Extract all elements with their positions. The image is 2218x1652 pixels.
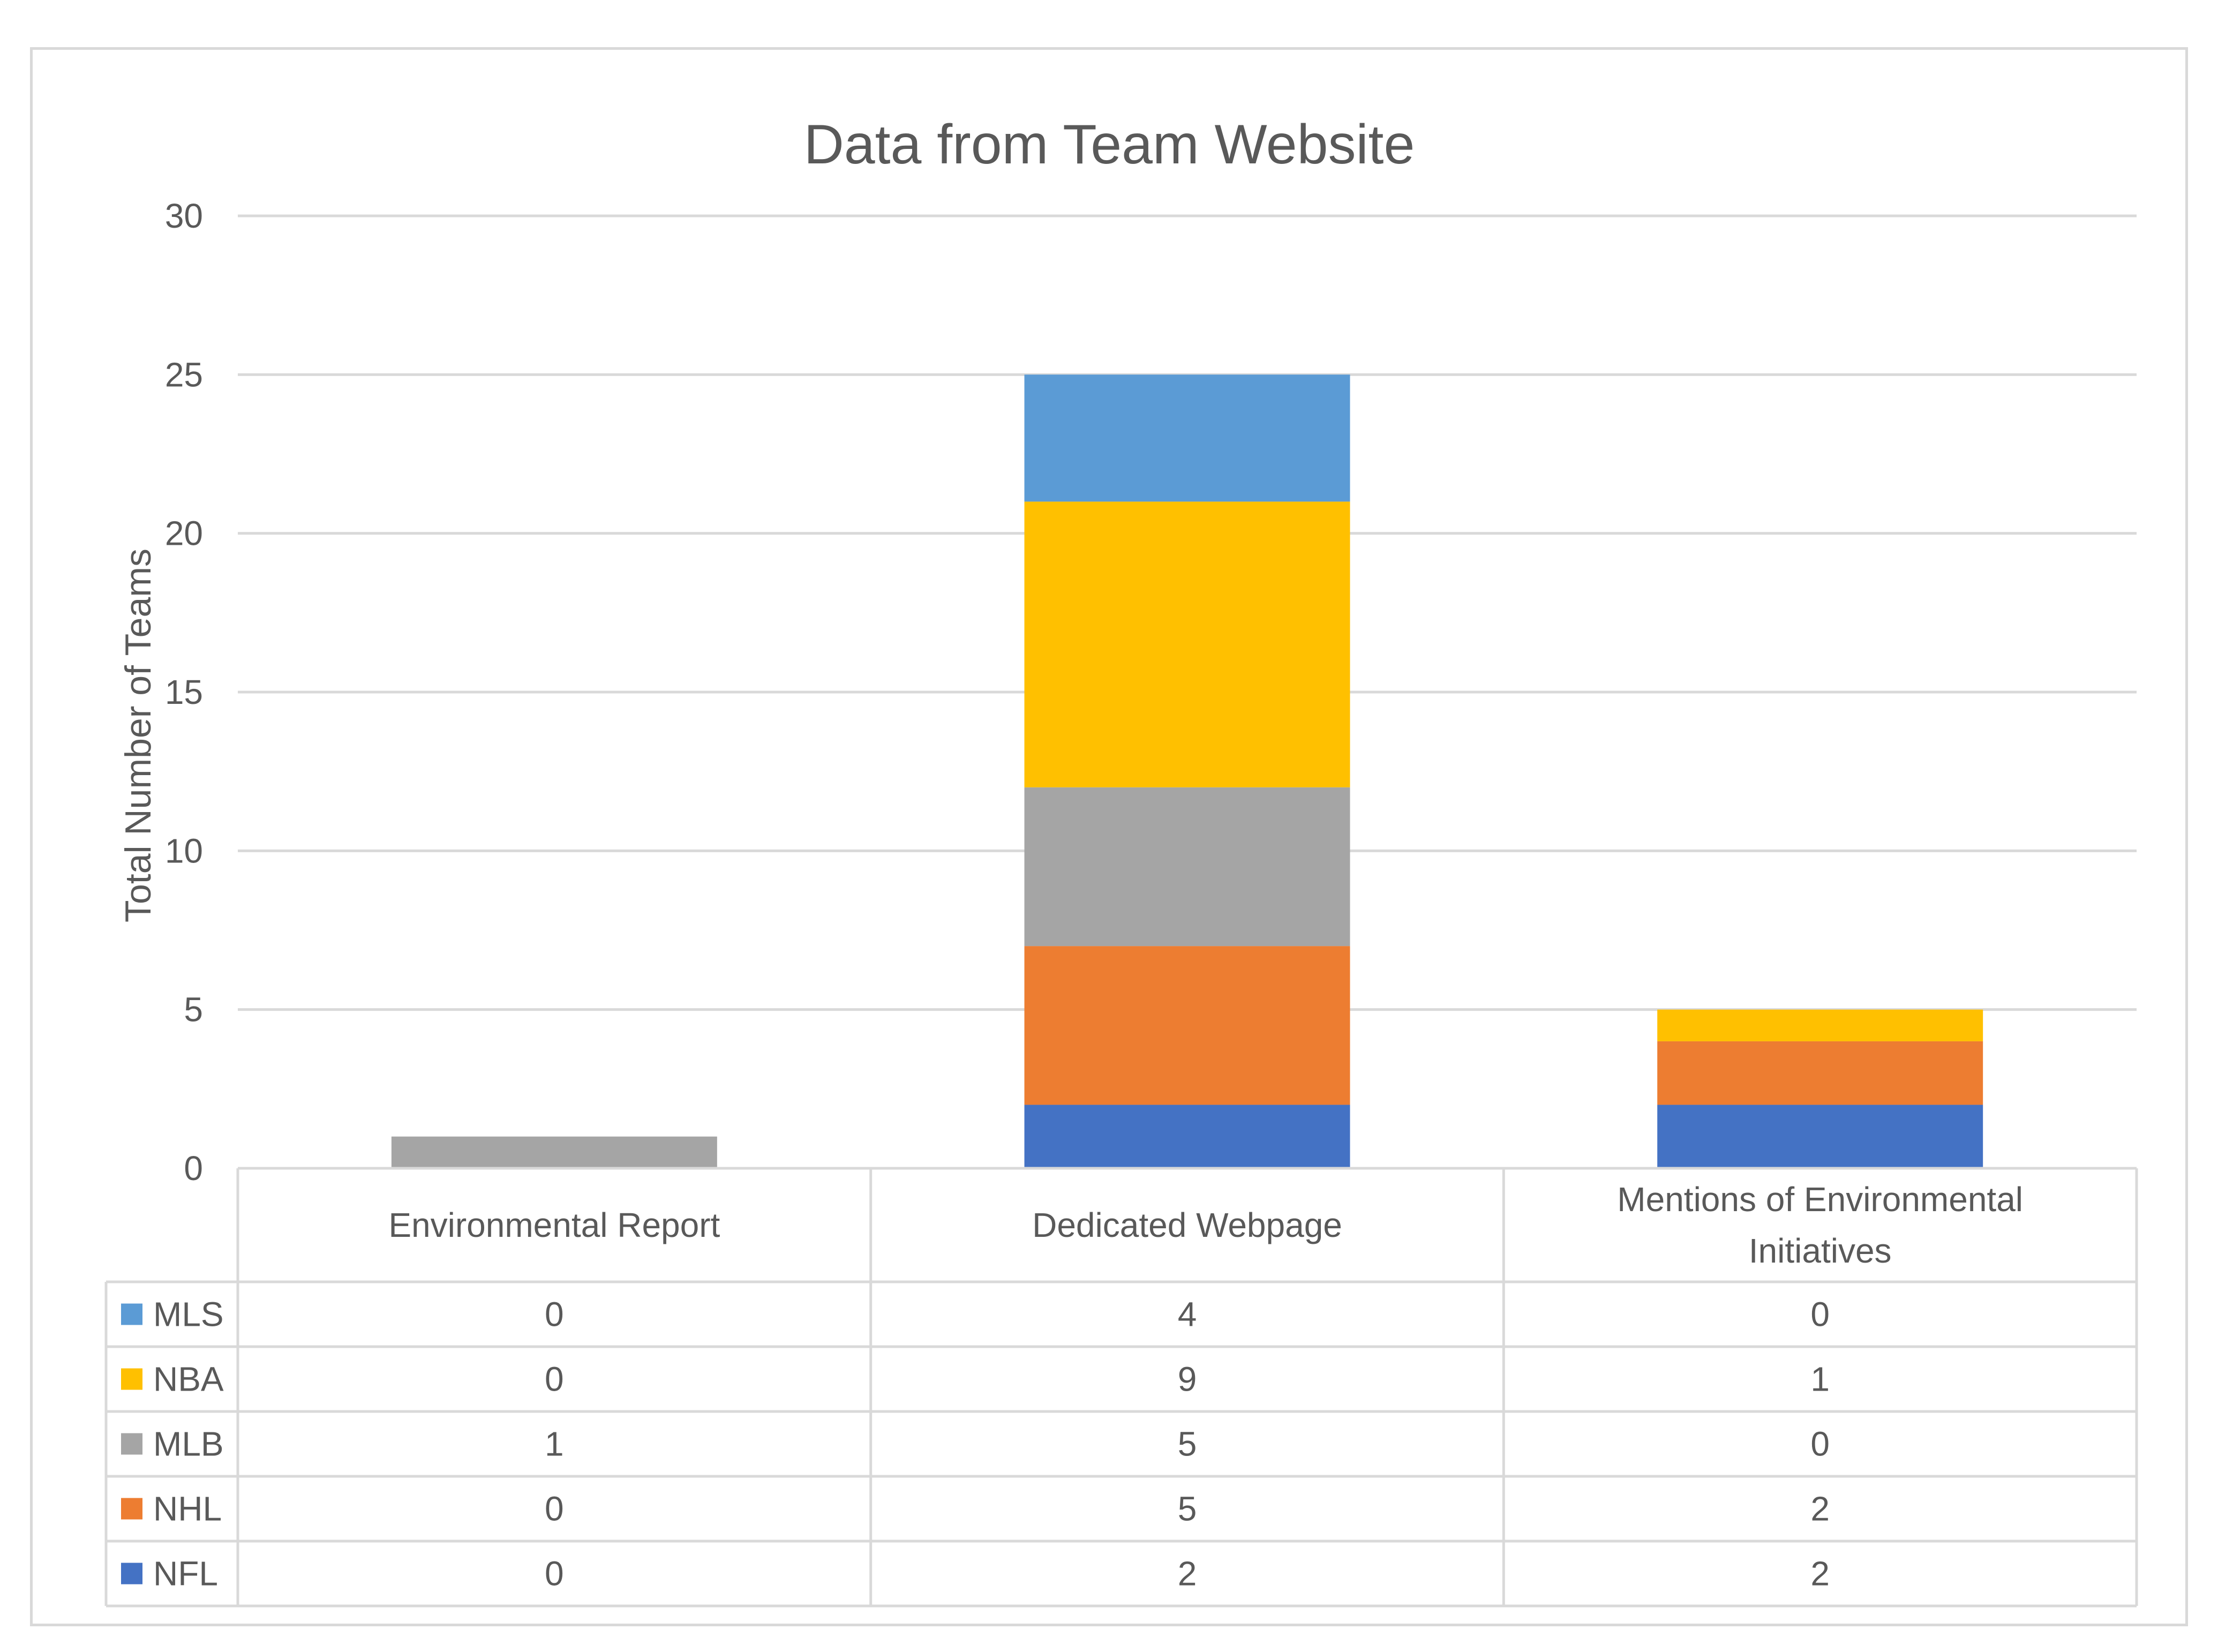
category-label-line: Environmental Report xyxy=(388,1206,720,1244)
table-cell-value: 9 xyxy=(1178,1360,1197,1399)
legend-key-nhl xyxy=(121,1498,142,1520)
table-cell-value: 4 xyxy=(1178,1295,1197,1334)
table-cell-value: 2 xyxy=(1810,1555,1830,1593)
bars xyxy=(391,374,1983,1168)
category-label-line: Mentions of Environmental xyxy=(1617,1180,2023,1219)
chart-frame: Data from Team Website Total Number of T… xyxy=(30,47,2188,1626)
bar-nhl xyxy=(1024,946,1350,1105)
legend-key-nba xyxy=(121,1368,142,1390)
bar-mls xyxy=(1024,374,1350,502)
chart-title: Data from Team Website xyxy=(804,114,1415,176)
table-cell-value: 0 xyxy=(545,1555,564,1593)
y-tick-label: 25 xyxy=(165,355,203,394)
bar-nfl xyxy=(1024,1105,1350,1168)
bar-nba xyxy=(1024,501,1350,787)
y-tick-label: 0 xyxy=(184,1149,203,1188)
legend-key-nfl xyxy=(121,1563,142,1585)
category-label-line: Initiatives xyxy=(1749,1232,1892,1270)
table-cell-value: 5 xyxy=(1178,1490,1197,1528)
legend-label: NBA xyxy=(153,1360,224,1399)
y-tick-label: 20 xyxy=(165,514,203,553)
table-cell-value: 0 xyxy=(1810,1295,1830,1334)
bar-nhl xyxy=(1657,1041,1983,1105)
table-cell-value: 0 xyxy=(545,1490,564,1528)
data-table: Environmental Report Dedicated Webpage Men… xyxy=(104,1167,2138,1608)
y-tick-label: 15 xyxy=(165,673,203,711)
legend-key-mls xyxy=(121,1303,142,1325)
y-tick-labels: 0 5 10 15 20 25 30 xyxy=(165,197,203,1188)
y-axis-label: Total Number of Teams xyxy=(118,549,159,922)
bar-mlb xyxy=(391,1136,717,1168)
table-cell-value: 0 xyxy=(545,1360,564,1399)
bar-mlb xyxy=(1024,787,1350,947)
legend-label: MLS xyxy=(153,1295,224,1334)
y-tick-label: 10 xyxy=(165,831,203,870)
y-tick-label: 30 xyxy=(165,197,203,235)
table-cell-value: 0 xyxy=(1810,1425,1830,1463)
legend-label: NFL xyxy=(153,1555,218,1593)
legend-key-mlb xyxy=(121,1433,142,1455)
legend-label: NHL xyxy=(153,1490,222,1528)
category-label: Mentions of Environmental Initiatives xyxy=(1617,1180,2023,1270)
table-cell-value: 1 xyxy=(1810,1360,1830,1399)
y-tick-label: 5 xyxy=(184,990,203,1029)
chart-svg: Data from Team Website Total Number of T… xyxy=(104,114,2138,1608)
bar-nfl xyxy=(1657,1105,1983,1168)
category-label: Environmental Report xyxy=(388,1206,720,1244)
bar-nba xyxy=(1657,1009,1983,1041)
category-label: Dedicated Webpage xyxy=(1032,1206,1342,1244)
legend-label: MLB xyxy=(153,1425,224,1463)
table-cell-value: 2 xyxy=(1810,1490,1830,1528)
table-cell-value: 1 xyxy=(545,1425,564,1463)
table-cell-value: 2 xyxy=(1178,1555,1197,1593)
category-label-line: Dedicated Webpage xyxy=(1032,1206,1342,1244)
table-cell-value: 0 xyxy=(545,1295,564,1334)
table-cell-value: 5 xyxy=(1178,1425,1197,1463)
